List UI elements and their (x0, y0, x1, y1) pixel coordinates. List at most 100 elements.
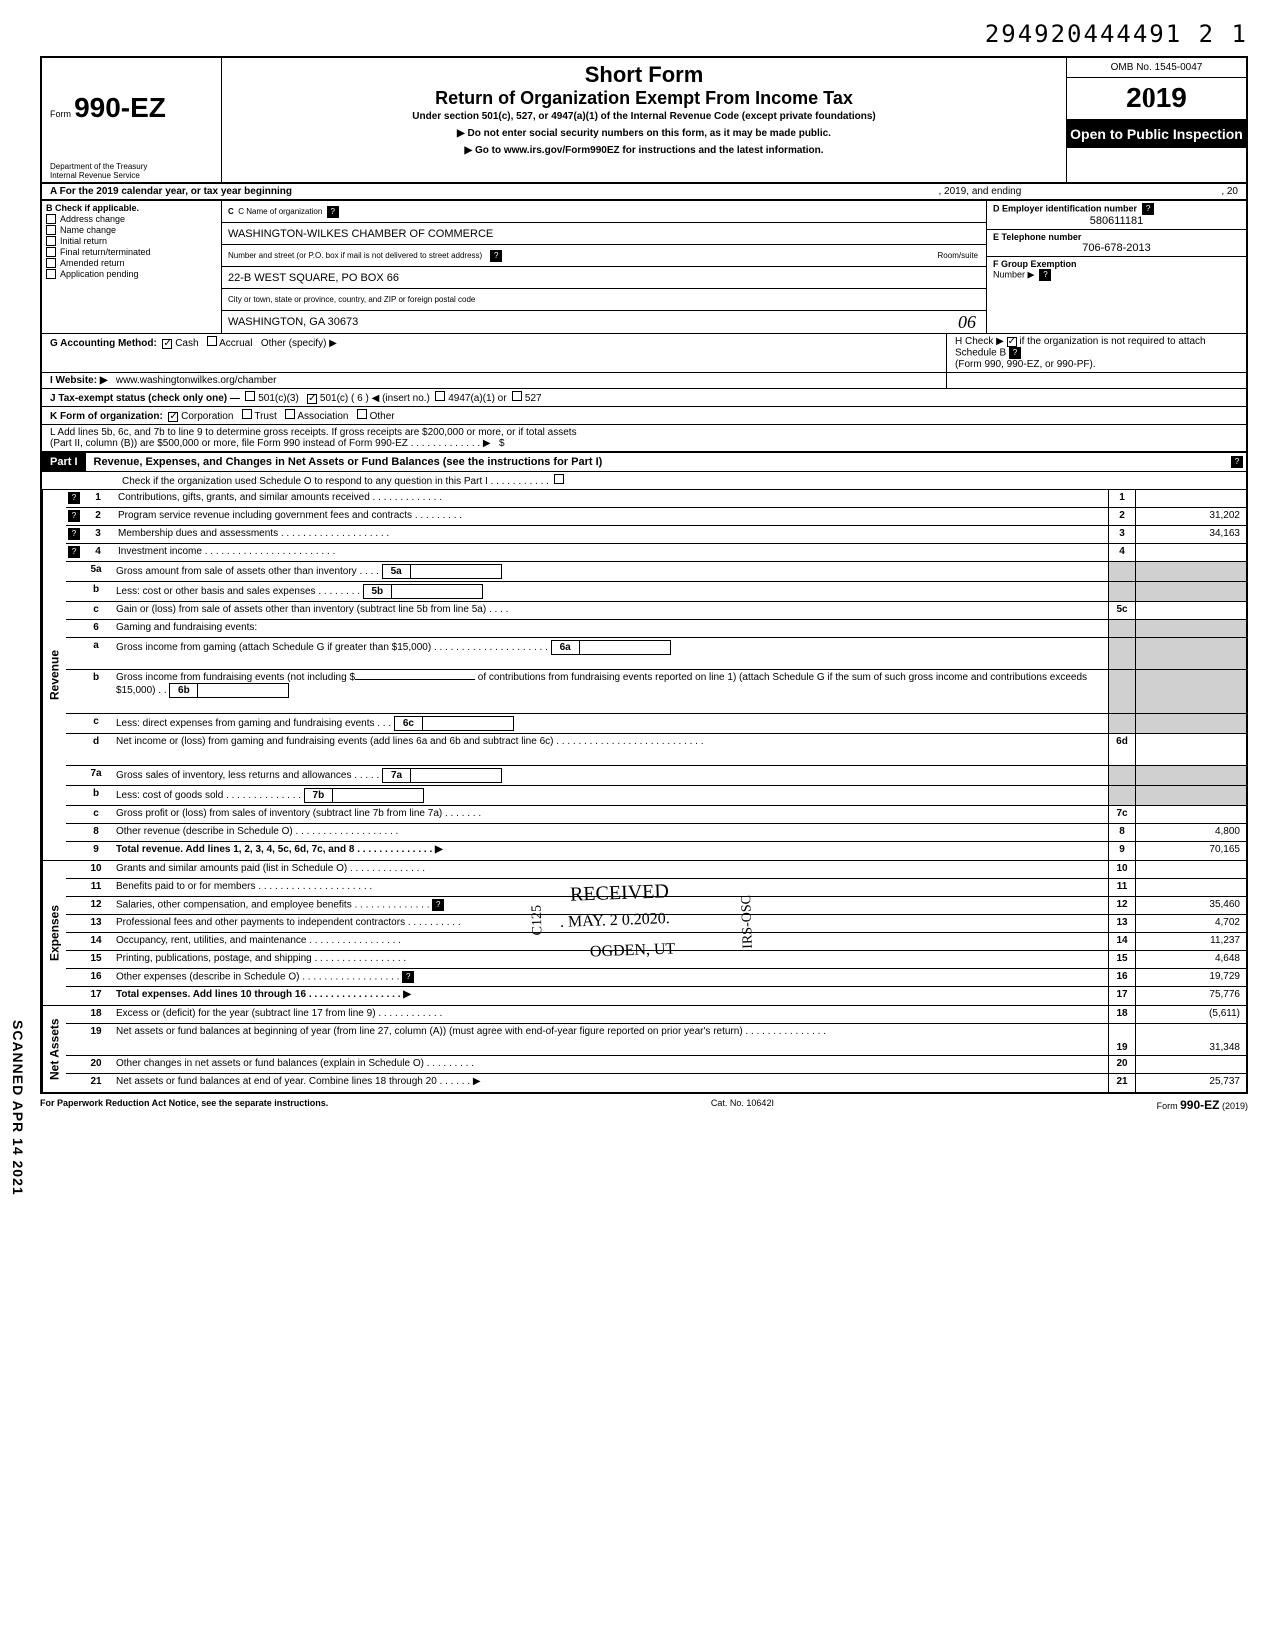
handwritten-06: 06 (958, 312, 976, 333)
dept-line1: Department of the Treasury (50, 162, 213, 171)
document-number: 294920444491 2 1 (40, 20, 1248, 48)
check-name-change[interactable]: Name change (46, 225, 217, 235)
vtab-revenue: Revenue (42, 490, 66, 860)
ssn-warning: ▶ Do not enter social security numbers o… (230, 128, 1058, 139)
net-assets-section: Net Assets 18Excess or (deficit) for the… (40, 1005, 1248, 1094)
help-icon[interactable]: ? (68, 528, 80, 540)
help-icon[interactable]: ? (1231, 456, 1243, 468)
dept-row: Department of the Treasury Internal Reve… (40, 160, 1248, 184)
help-icon[interactable]: ? (68, 510, 80, 522)
revenue-section: Revenue ?1Contributions, gifts, grants, … (40, 490, 1248, 860)
org-name: WASHINGTON-WILKES CHAMBER OF COMMERCE (228, 228, 493, 240)
omb-number: OMB No. 1545-0047 (1067, 58, 1246, 78)
open-public-label: Open to Public Inspection (1067, 120, 1246, 148)
footer-left: For Paperwork Reduction Act Notice, see … (40, 1098, 328, 1112)
check-trust[interactable] (242, 409, 252, 419)
check-initial-return[interactable]: Initial return (46, 236, 217, 246)
section-c: C C Name of organization ? WASHINGTON-WI… (222, 201, 986, 333)
vtab-net-assets: Net Assets (42, 1006, 66, 1092)
return-title: Return of Organization Exempt From Incom… (230, 88, 1058, 109)
check-527[interactable] (512, 391, 522, 401)
check-schedule-b[interactable] (1007, 337, 1017, 347)
check-501c3[interactable] (245, 391, 255, 401)
part1-check-o: Check if the organization used Schedule … (40, 472, 1248, 490)
check-amended-return[interactable]: Amended return (46, 258, 217, 268)
help-icon[interactable]: ? (1142, 203, 1154, 215)
dept-treasury: Department of the Treasury Internal Reve… (42, 160, 222, 182)
check-4947[interactable] (435, 391, 445, 401)
help-icon[interactable]: ? (68, 546, 80, 558)
row-j: J Tax-exempt status (check only one) — 5… (40, 388, 1248, 406)
tax-exempt-label: J Tax-exempt status (check only one) — (50, 393, 240, 404)
check-other[interactable] (357, 409, 367, 419)
row-k: K Form of organization: Corporation Trus… (40, 406, 1248, 424)
under-section: Under section 501(c), 527, or 4947(a)(1)… (230, 111, 1058, 122)
check-association[interactable] (285, 409, 295, 419)
row-h: H Check ▶ if the organization is not req… (946, 334, 1246, 372)
website-value: www.washingtonwilkes.org/chamber (116, 375, 277, 386)
part1-label: Part I (42, 453, 86, 471)
check-501c[interactable] (307, 394, 317, 404)
street-value: 22-B WEST SQUARE, PO BOX 66 (228, 272, 399, 284)
short-form-label: Short Form (230, 62, 1058, 88)
section-b: B Check if applicable. Address change Na… (42, 201, 222, 333)
form-id-block: Form 990-EZ (42, 58, 222, 160)
room-label: Room/suite (938, 251, 978, 260)
part1-title: Revenue, Expenses, and Changes in Net As… (86, 453, 1228, 471)
form-label: Form (50, 109, 71, 119)
name-label: C Name of organization (238, 207, 322, 216)
entity-block: B Check if applicable. Address change Na… (40, 201, 1248, 333)
ein-value: 580611181 (993, 215, 1240, 227)
dept-line2: Internal Revenue Service (50, 171, 213, 180)
row-l-line1: L Add lines 5b, 6c, and 7b to line 9 to … (50, 427, 1238, 438)
help-icon[interactable]: ? (1009, 347, 1021, 359)
help-icon[interactable]: ? (432, 899, 444, 911)
scanned-stamp: SCANNED APR 14 2021 (10, 1020, 26, 1196)
check-address-change[interactable]: Address change (46, 214, 217, 224)
section-b-header: B Check if applicable. (46, 203, 217, 213)
website-label: I Website: ▶ (50, 375, 108, 386)
line-a-mid: , 2019, and ending (938, 186, 1021, 197)
help-icon[interactable]: ? (68, 492, 80, 504)
check-cash[interactable] (162, 339, 172, 349)
footer-right: Form 990-EZ (2019) (1157, 1098, 1248, 1112)
part1-header: Part I Revenue, Expenses, and Changes in… (40, 453, 1248, 472)
help-icon[interactable]: ? (490, 250, 502, 262)
expenses-section: Expenses 10Grants and similar amounts pa… (40, 860, 1248, 1005)
insert-no: 6 (357, 393, 363, 404)
check-accrual[interactable] (207, 336, 217, 346)
row-l: L Add lines 5b, 6c, and 7b to line 9 to … (40, 424, 1248, 453)
form-header: Form 990-EZ Short Form Return of Organiz… (40, 56, 1248, 160)
vtab-expenses: Expenses (42, 861, 66, 1005)
city-label: City or town, state or province, country… (228, 295, 475, 304)
line-a: A For the 2019 calendar year, or tax yea… (40, 184, 1248, 201)
phone-value: 706-678-2013 (993, 242, 1240, 254)
street-label: Number and street (or P.O. box if mail i… (228, 251, 482, 260)
footer-mid: Cat. No. 10642I (711, 1098, 774, 1112)
line-a-prefix: A For the 2019 calendar year, or tax yea… (50, 186, 292, 197)
accounting-label: G Accounting Method: (50, 338, 157, 349)
help-icon[interactable]: ? (402, 971, 414, 983)
ein-label: D Employer identification number (993, 203, 1137, 213)
check-application-pending[interactable]: Application pending (46, 269, 217, 279)
row-i: I Website: ▶ www.washingtonwilkes.org/ch… (40, 372, 1248, 388)
row-l-line2: (Part II, column (B)) are $500,000 or mo… (50, 438, 491, 449)
line-a-suffix: , 20 (1221, 186, 1238, 197)
check-final-return[interactable]: Final return/terminated (46, 247, 217, 257)
help-icon[interactable]: ? (327, 206, 339, 218)
form-org-label: K Form of organization: (50, 411, 163, 422)
footer: For Paperwork Reduction Act Notice, see … (40, 1094, 1248, 1116)
right-info: D Employer identification number ? 58061… (986, 201, 1246, 333)
check-corporation[interactable] (168, 412, 178, 422)
check-schedule-o[interactable] (554, 474, 564, 484)
group-exemption-label: F Group Exemption (993, 259, 1077, 269)
title-block: Short Form Return of Organization Exempt… (222, 58, 1066, 160)
group-number-label: Number ▶ (993, 269, 1034, 279)
form-number: 990-EZ (74, 92, 166, 123)
omb-block: OMB No. 1545-0047 2019 Open to Public In… (1066, 58, 1246, 160)
row-l-dollar: $ (499, 438, 505, 449)
tax-year: 2019 (1067, 78, 1246, 120)
help-icon[interactable]: ? (1039, 269, 1051, 281)
city-value: WASHINGTON, GA 30673 (228, 316, 358, 328)
row-g: G Accounting Method: Cash Accrual Other … (40, 333, 1248, 372)
